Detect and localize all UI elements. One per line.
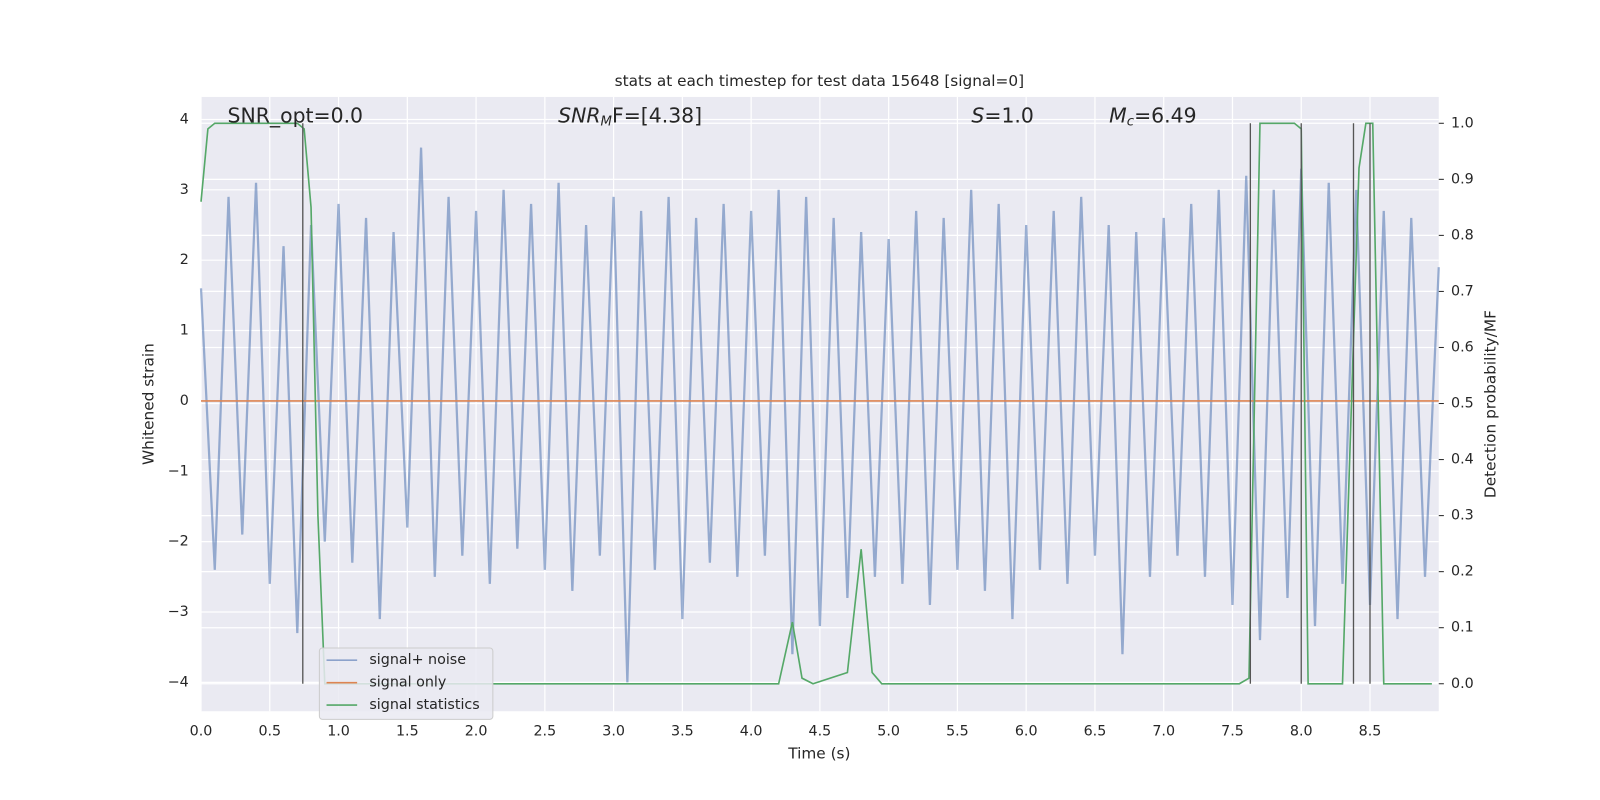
annotation-part: SNR (558, 103, 600, 127)
y2-tick-label: 0.6 (1451, 339, 1474, 355)
y-tick-label: −4 (168, 674, 189, 690)
chart-title: stats at each timestep for test data 156… (615, 72, 1024, 90)
annotation-part: c (1127, 114, 1135, 129)
y2-tick-label: 0.2 (1451, 564, 1474, 580)
y2-tick-label: 0.7 (1451, 283, 1474, 299)
y2-tick-label: 0.4 (1451, 452, 1474, 468)
y2-tick-label: 0.1 (1451, 620, 1474, 636)
x-tick-label: 3.5 (671, 724, 694, 740)
y-tick-label: 2 (180, 252, 189, 268)
x-tick-label: 0.0 (190, 724, 213, 740)
x-tick-label: 7.0 (1152, 724, 1175, 740)
x-tick-label: 8.0 (1290, 724, 1313, 740)
y-axis-label: Whitened strain (139, 343, 157, 465)
y2-tick-label: 0.3 (1451, 508, 1474, 524)
x-tick-label: 6.0 (1015, 724, 1038, 740)
x-tick-label: 8.5 (1359, 724, 1382, 740)
legend-box (318, 647, 494, 720)
plot (199, 96, 1440, 712)
y-tick-label: 3 (180, 182, 189, 198)
annotation: S=1.0 (971, 103, 1033, 127)
y2-tick-label: 1.0 (1451, 115, 1474, 131)
x-axis-label: Time (s) (787, 745, 850, 763)
y2-tick-label: 0.0 (1451, 676, 1474, 692)
y-tick-label: −3 (168, 604, 189, 620)
x-tick-label: 4.5 (809, 724, 832, 740)
y2-tick-label: 0.9 (1451, 171, 1474, 187)
legend: signal+ noise signal only signal statistic… (318, 647, 494, 720)
y-tick-label: −2 (168, 534, 189, 550)
x-tick-label: 5.0 (877, 724, 900, 740)
y-tick-label: 1 (180, 323, 189, 339)
series-line (200, 122, 1432, 685)
y-tick-label: 0 (180, 393, 189, 409)
y2-axis-label: Detection probability/MF (1481, 310, 1499, 498)
x-tick-label: 6.5 (1084, 724, 1107, 740)
annotation-part: =6.49 (1134, 103, 1197, 127)
y-tick-label: 4 (180, 111, 189, 127)
x-tick-label: 1.0 (327, 724, 350, 740)
annotation-part: S (971, 103, 984, 127)
legend-label: signal+ noise (369, 652, 466, 668)
x-tick-label: 2.0 (465, 724, 488, 740)
y-tick-label: −1 (168, 463, 189, 479)
legend-label: signal only (369, 675, 446, 691)
annotation: Mc=6.49 (1109, 103, 1196, 129)
annotation: SNR_opt=0.0 (228, 103, 363, 128)
figure: stats at each timestep for test data 156… (139, 72, 1499, 762)
y2-tick-label: 0.5 (1451, 396, 1474, 412)
x-tick-label: 5.5 (946, 724, 969, 740)
y2-tick-label: 0.8 (1451, 227, 1474, 243)
annotation-part: F=[4.38] (612, 103, 702, 127)
x-tick-label: 0.5 (258, 724, 281, 740)
x-tick-label: 7.5 (1221, 724, 1244, 740)
x-tick-label: 4.0 (740, 724, 763, 740)
legend-label: signal statistics (369, 697, 479, 713)
annotation-part: =1.0 (984, 103, 1034, 127)
annotation-part: M (1109, 103, 1127, 127)
x-tick-label: 3.0 (602, 724, 625, 740)
annotation-part: M (601, 114, 613, 129)
x-tick-label: 2.5 (533, 724, 556, 740)
annotation: SNRMF=[4.38] (558, 103, 702, 129)
series-line (199, 147, 1440, 683)
x-tick-label: 1.5 (396, 724, 419, 740)
